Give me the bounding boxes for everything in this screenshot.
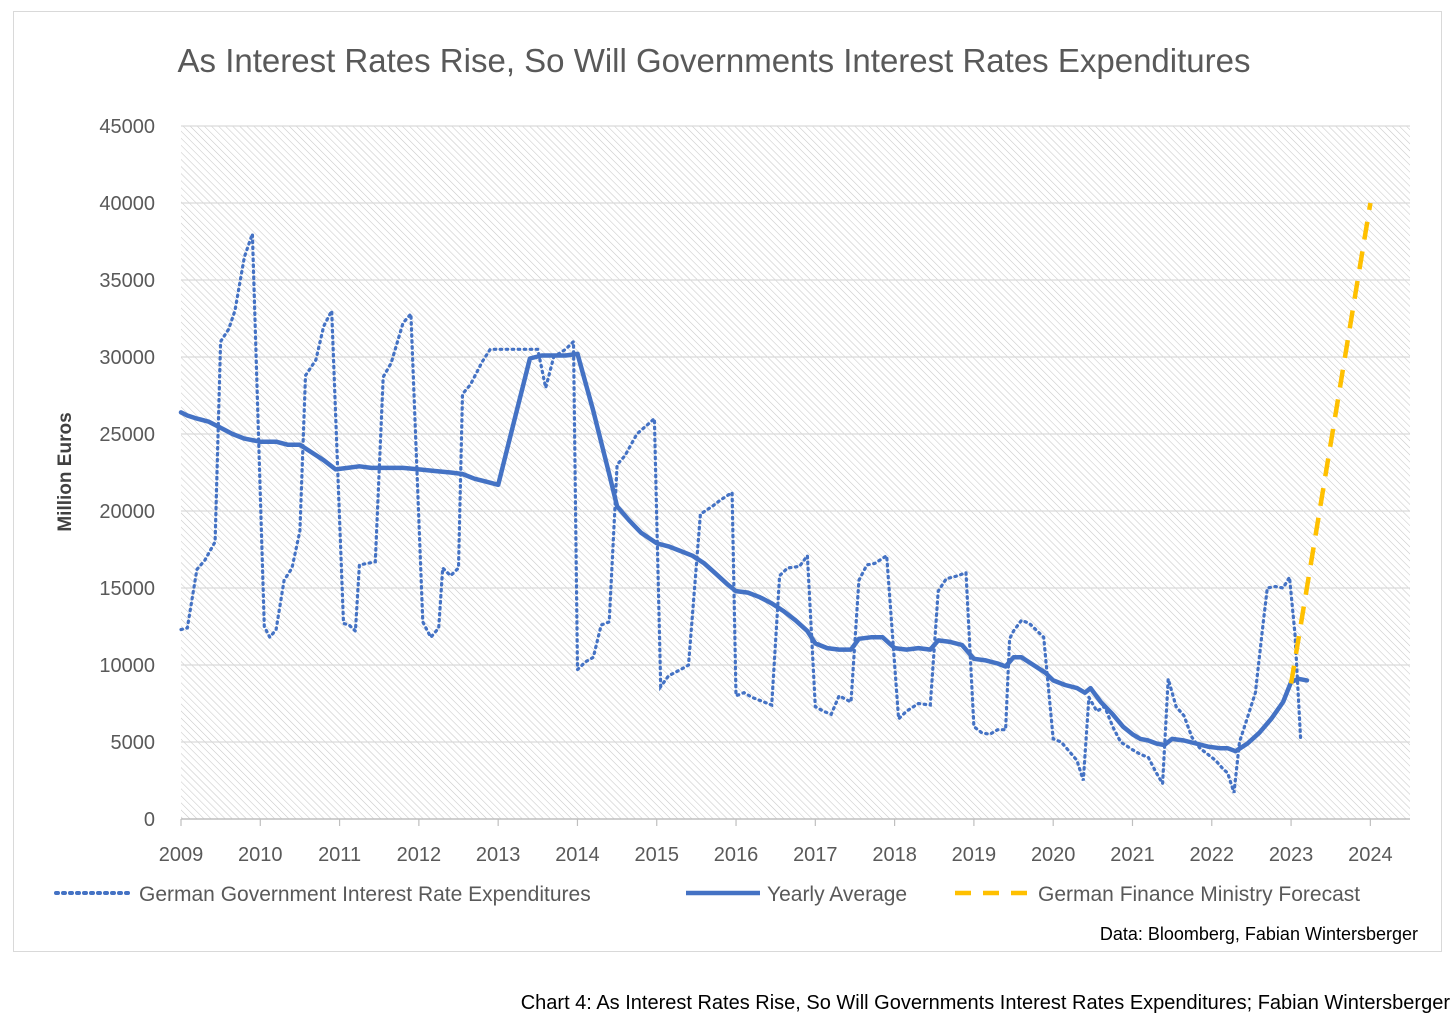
x-tick-label: 2023 <box>1269 844 1314 866</box>
y-tick-label: 35000 <box>99 270 155 292</box>
series-group <box>178 202 1373 794</box>
x-tick-label: 2018 <box>872 844 917 866</box>
x-tick-label: 2012 <box>397 844 442 866</box>
x-tick-label: 2021 <box>1110 844 1155 866</box>
y-axis-label: Million Euros <box>55 412 76 531</box>
legend-label-expenditures: German Government Interest Rate Expendit… <box>139 883 591 906</box>
y-tick-label: 45000 <box>99 116 155 138</box>
chart-title: As Interest Rates Rise, So Will Governme… <box>178 42 1251 79</box>
source-note: Data: Bloomberg, Fabian Wintersberger <box>1100 924 1418 944</box>
x-tick-label: 2014 <box>555 844 600 866</box>
y-tick-label: 20000 <box>99 501 155 523</box>
series-line-expenditures <box>179 233 1303 794</box>
x-tick-label: 2024 <box>1348 844 1393 866</box>
x-tick-label: 2019 <box>952 844 997 866</box>
x-tick-label: 2017 <box>793 844 838 866</box>
y-tick-label: 40000 <box>99 193 155 215</box>
x-tick-label: 2016 <box>714 844 759 866</box>
x-tick-label: 2009 <box>159 844 204 866</box>
plot-area <box>181 126 1410 819</box>
series-line-yearly-average <box>178 351 1310 754</box>
x-axis: 2009 2010 2011 2012 2013 2014 2015 2016 2017 2018… <box>159 818 1410 866</box>
legend-label-forecast: German Finance Ministry Forecast <box>1038 883 1360 906</box>
x-tick-label: 2011 <box>318 844 361 866</box>
x-tick-label: 2015 <box>634 844 679 866</box>
y-tick-label: 10000 <box>99 655 155 677</box>
figure-caption: Chart 4: As Interest Rates Rise, So Will… <box>520 992 1450 1014</box>
x-tick-label: 2022 <box>1190 844 1235 866</box>
x-tick-label: 2020 <box>1031 844 1076 866</box>
legend-label-yearly-average: Yearly Average <box>767 883 907 906</box>
y-tick-label: 25000 <box>99 424 155 446</box>
legend: German Government Interest Rate Expendit… <box>54 883 1360 906</box>
series-line-forecast <box>1288 202 1373 684</box>
y-tick-label: 30000 <box>99 347 155 369</box>
x-tick-label: 2013 <box>476 844 521 866</box>
y-tick-label: 5000 <box>111 732 156 754</box>
y-tick-label: 15000 <box>99 578 155 600</box>
y-tick-label: 0 <box>144 809 155 831</box>
y-axis: 0 5000 10000 15000 20000 25000 30000 35000 40000… <box>99 116 155 831</box>
gridlines <box>181 125 1410 743</box>
x-tick-label: 2010 <box>238 844 283 866</box>
